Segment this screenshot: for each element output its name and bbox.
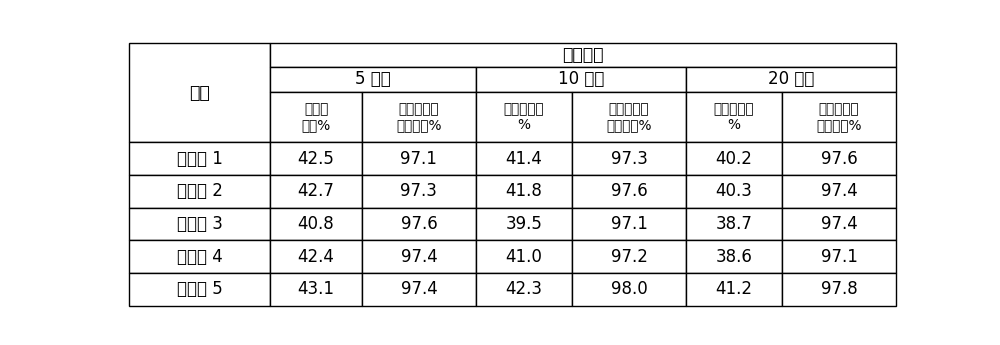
Bar [476,67,686,92]
Bar [476,142,572,175]
Bar [129,175,270,208]
Text: 实施例 5: 实施例 5 [177,280,223,298]
Text: 苯乙烯乙苯
总选择性%: 苯乙烯乙苯 总选择性% [606,102,652,132]
Text: 97.4: 97.4 [821,215,857,233]
Text: 38.6: 38.6 [716,248,752,266]
Bar [782,240,896,273]
Bar [362,92,476,142]
Bar [686,273,782,306]
Bar [270,142,362,175]
Text: 97.1: 97.1 [400,150,437,168]
Text: 甲醇利用率
%: 甲醇利用率 % [714,102,754,132]
Text: 41.4: 41.4 [505,150,542,168]
Bar [129,43,270,142]
Bar [476,92,572,142]
Text: 40.3: 40.3 [716,183,752,200]
Bar [270,43,896,67]
Bar [686,67,896,92]
Bar [362,175,476,208]
Text: 苯乙烯乙苯
总选择性%: 苯乙烯乙苯 总选择性% [816,102,862,132]
Text: 98.0: 98.0 [611,280,647,298]
Text: 10 小时: 10 小时 [558,70,604,88]
Bar [270,92,362,142]
Text: 97.8: 97.8 [821,280,857,298]
Text: 97.6: 97.6 [611,183,647,200]
Bar [572,175,686,208]
Bar [362,208,476,240]
Text: 42.7: 42.7 [298,183,335,200]
Text: 甲醇利
用率%: 甲醇利 用率% [301,102,331,132]
Text: 97.4: 97.4 [401,248,437,266]
Text: 40.2: 40.2 [716,150,752,168]
Bar [129,240,270,273]
Bar [476,208,572,240]
Text: 97.3: 97.3 [400,183,437,200]
Bar [476,273,572,306]
Text: 42.5: 42.5 [298,150,335,168]
Text: 97.6: 97.6 [821,150,857,168]
Text: 97.1: 97.1 [611,215,647,233]
Text: 41.0: 41.0 [505,248,542,266]
Text: 40.8: 40.8 [298,215,334,233]
Bar [129,142,270,175]
Bar [686,142,782,175]
Bar [572,142,686,175]
Text: 20 小时: 20 小时 [768,70,814,88]
Text: 97.2: 97.2 [611,248,647,266]
Text: 97.4: 97.4 [821,183,857,200]
Bar [572,92,686,142]
Bar [782,142,896,175]
Bar [270,67,476,92]
Text: 42.3: 42.3 [505,280,542,298]
Text: 43.1: 43.1 [298,280,335,298]
Text: 97.3: 97.3 [611,150,647,168]
Bar [686,208,782,240]
Bar [686,175,782,208]
Text: 97.4: 97.4 [401,280,437,298]
Bar [782,273,896,306]
Text: 实施例 4: 实施例 4 [177,248,223,266]
Bar [686,240,782,273]
Text: 编号: 编号 [189,83,210,101]
Text: 实施例 3: 实施例 3 [177,215,223,233]
Bar [362,142,476,175]
Text: 5 小时: 5 小时 [355,70,391,88]
Text: 反应时间: 反应时间 [563,46,604,64]
Bar [270,240,362,273]
Text: 41.8: 41.8 [505,183,542,200]
Bar [362,273,476,306]
Text: 38.7: 38.7 [716,215,752,233]
Bar [782,92,896,142]
Bar [270,175,362,208]
Text: 苯乙烯乙苯
总选择性%: 苯乙烯乙苯 总选择性% [396,102,442,132]
Text: 97.1: 97.1 [821,248,857,266]
Bar [362,240,476,273]
Bar [572,208,686,240]
Bar [129,208,270,240]
Text: 97.6: 97.6 [401,215,437,233]
Bar [270,273,362,306]
Text: 42.4: 42.4 [298,248,335,266]
Bar [476,175,572,208]
Bar [572,240,686,273]
Bar [270,208,362,240]
Text: 41.2: 41.2 [715,280,752,298]
Bar [129,273,270,306]
Text: 实施例 1: 实施例 1 [177,150,223,168]
Bar [782,208,896,240]
Bar [782,175,896,208]
Text: 39.5: 39.5 [505,215,542,233]
Bar [686,92,782,142]
Text: 甲醇利用率
%: 甲醇利用率 % [504,102,544,132]
Text: 实施例 2: 实施例 2 [177,183,223,200]
Bar [476,240,572,273]
Bar [572,273,686,306]
